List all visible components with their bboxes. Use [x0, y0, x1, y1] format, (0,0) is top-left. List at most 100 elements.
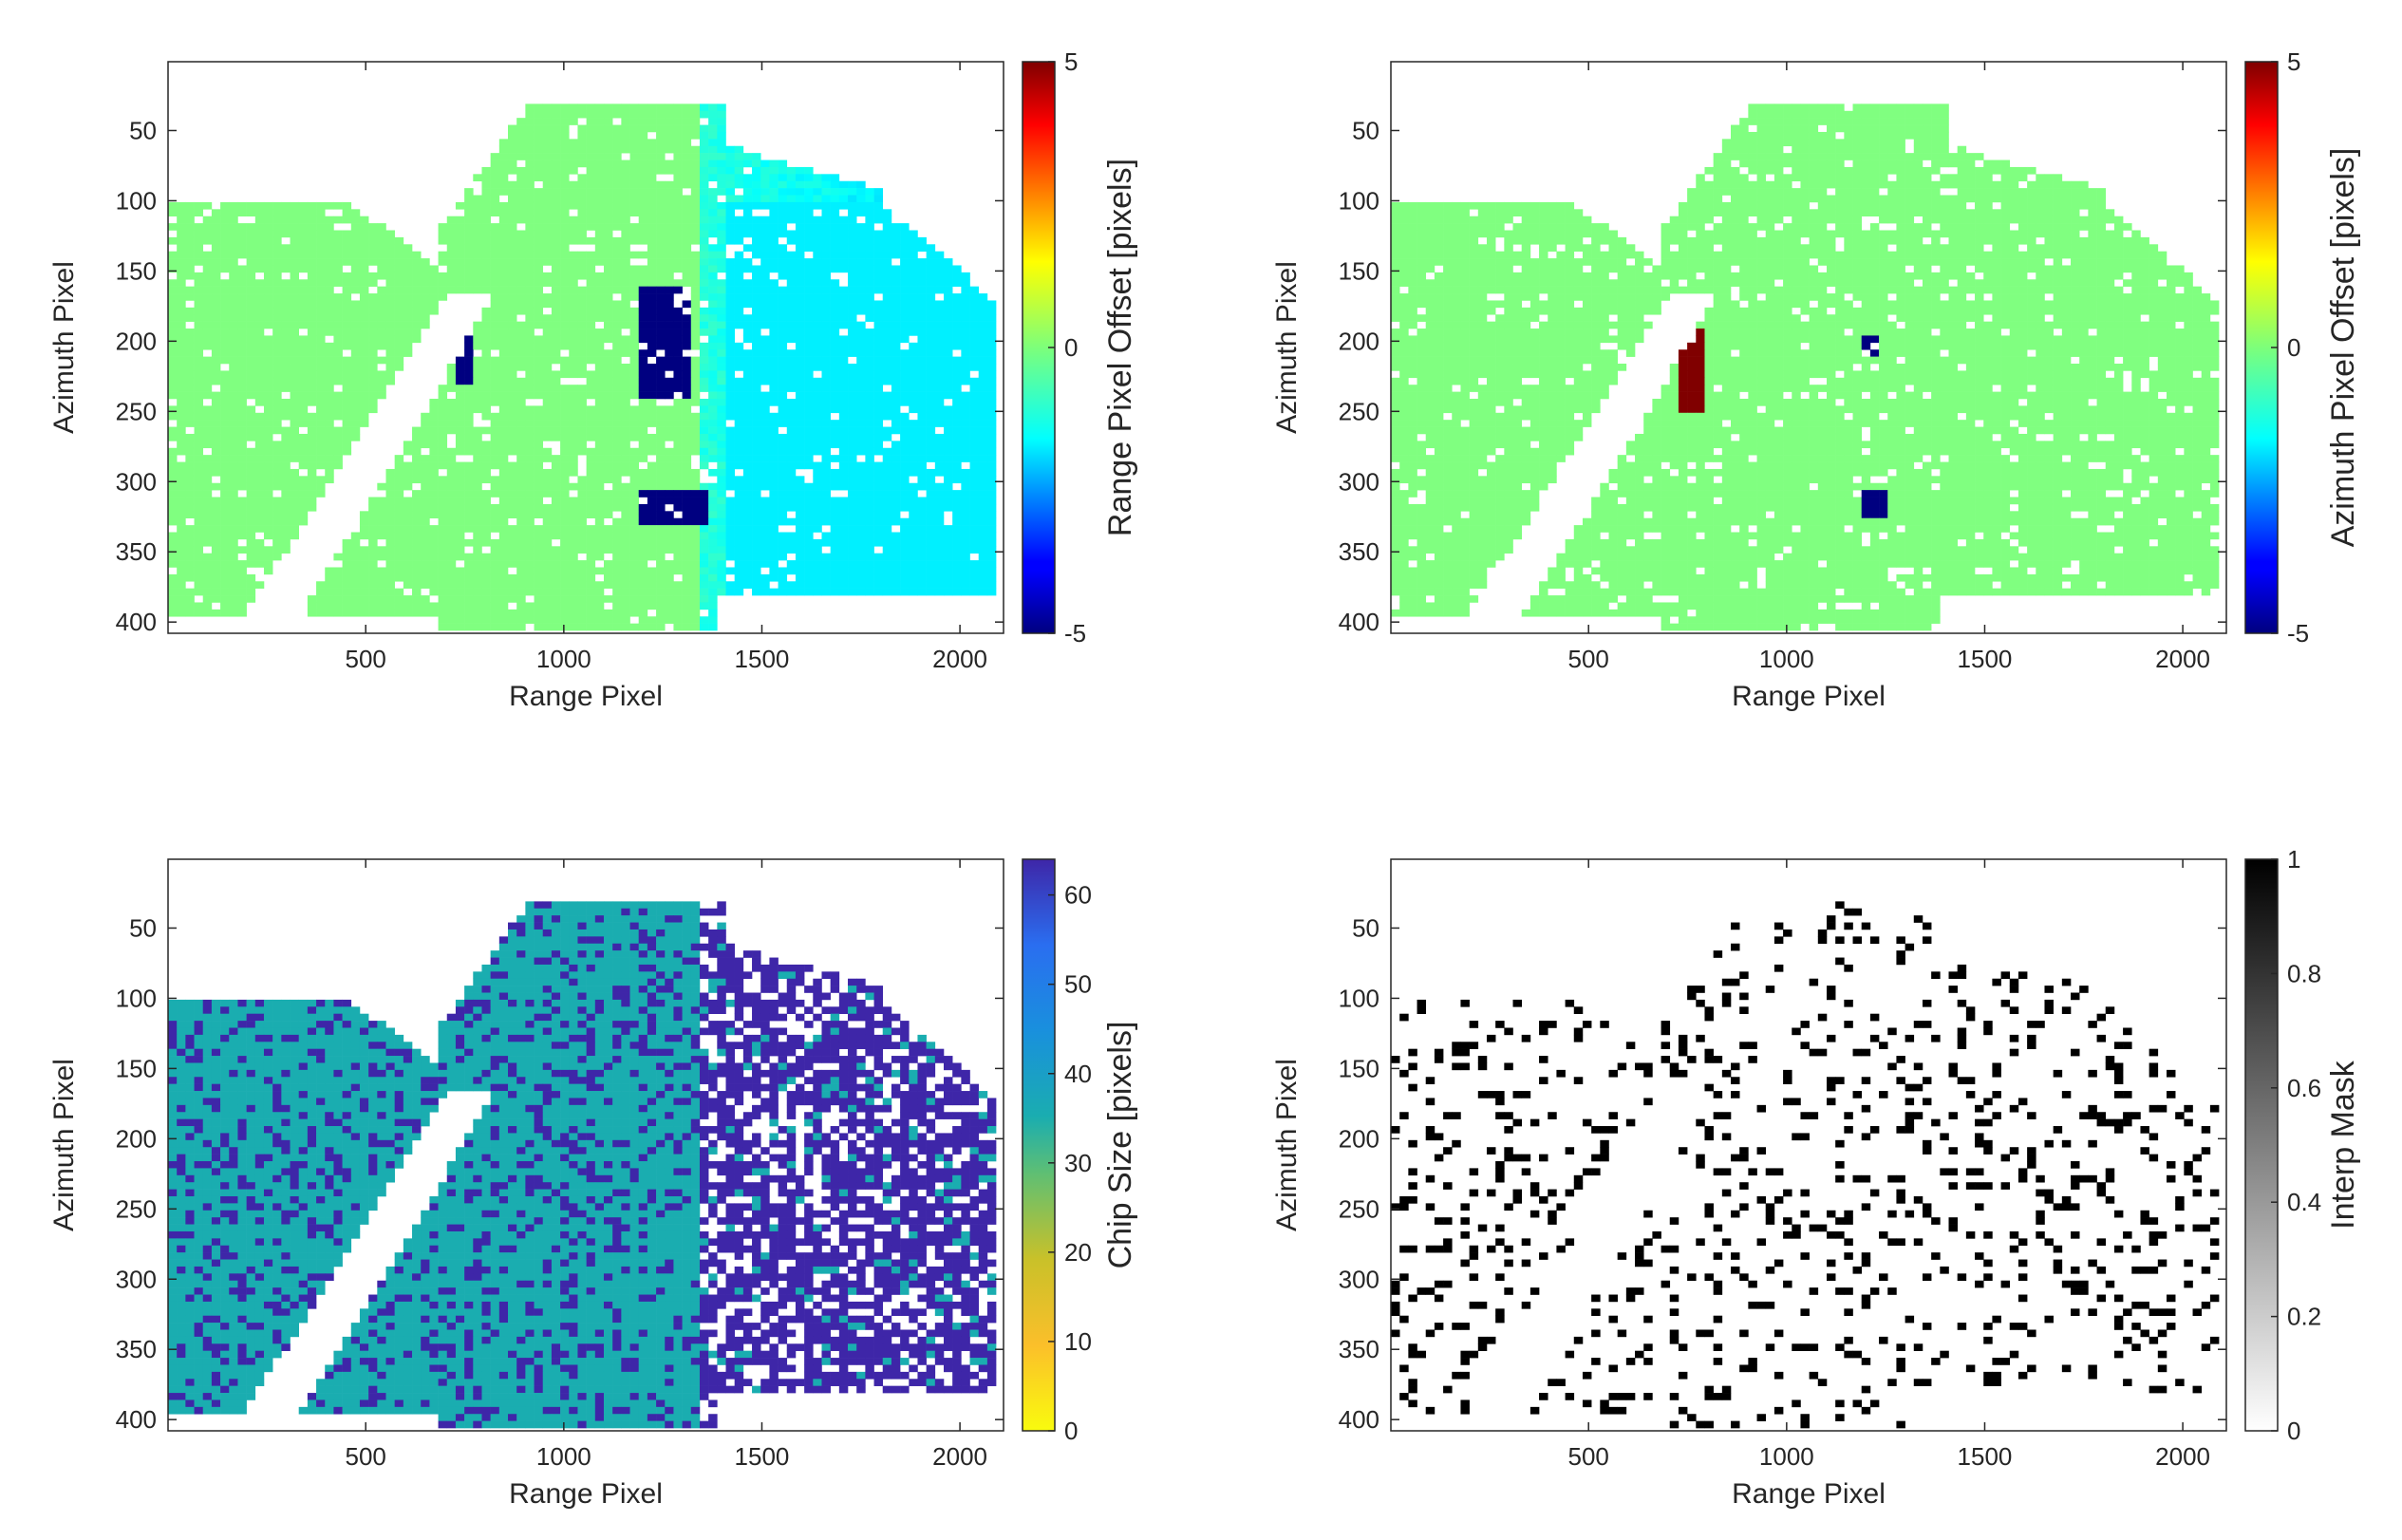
heatmap-cell — [350, 364, 361, 371]
heatmap-cell — [254, 314, 265, 322]
heatmap-cell — [185, 468, 195, 477]
heatmap-cell — [612, 391, 622, 400]
heatmap-cell — [316, 377, 326, 385]
heatmap-cell — [220, 426, 230, 435]
heatmap-cell — [168, 279, 178, 287]
heatmap-cell — [734, 503, 744, 512]
heatmap-cell — [403, 511, 413, 519]
heatmap-cell — [177, 482, 186, 491]
heatmap-cell — [350, 230, 361, 238]
heatmap-cell — [603, 286, 613, 294]
heatmap-cell — [813, 412, 822, 421]
heatmap-cell — [281, 377, 291, 385]
heatmap-cell — [551, 567, 561, 575]
heatmap-cell — [577, 188, 587, 196]
heatmap-cell — [682, 314, 692, 322]
heatmap-cell — [446, 279, 457, 287]
heatmap-cell — [629, 251, 640, 259]
heatmap-cell — [986, 461, 997, 470]
heatmap-cell — [647, 145, 657, 154]
heatmap-cell — [690, 364, 701, 371]
heatmap-cell — [742, 405, 753, 414]
heatmap-cell — [368, 314, 378, 322]
heatmap-cell — [961, 420, 970, 427]
heatmap-cell — [185, 441, 195, 449]
heatmap-cell — [656, 160, 666, 168]
heatmap-cell — [821, 265, 831, 273]
heatmap-cell — [804, 581, 814, 589]
heatmap-cell — [656, 209, 666, 217]
heatmap-cell — [647, 525, 657, 533]
heatmap-cell — [943, 546, 953, 554]
heatmap-cell — [786, 364, 797, 371]
heatmap-cell — [525, 139, 535, 147]
heatmap-cell — [281, 349, 291, 357]
heatmap-cell — [699, 160, 709, 168]
heatmap-cell — [873, 426, 884, 435]
heatmap-cell — [969, 356, 980, 365]
heatmap-cell — [734, 356, 744, 365]
heatmap-cell — [394, 265, 404, 273]
heatmap-cell — [464, 349, 474, 357]
heatmap-cell — [708, 356, 718, 365]
heatmap-cell — [682, 244, 692, 252]
heatmap-cell — [594, 201, 605, 210]
heatmap-cell — [725, 272, 735, 280]
heatmap-cell — [281, 314, 291, 322]
heatmap-cell — [917, 441, 927, 449]
heatmap-cell — [934, 329, 945, 336]
heatmap-cell — [516, 272, 526, 280]
heatmap-cell — [229, 538, 238, 547]
heatmap-cell — [377, 573, 386, 582]
heatmap-cell — [830, 517, 840, 526]
heatmap-cell — [752, 370, 761, 379]
heatmap-cell — [665, 412, 674, 421]
heatmap-cell — [455, 385, 465, 392]
heatmap-cell — [882, 349, 892, 357]
heatmap-cell — [237, 377, 247, 385]
heatmap-cell — [769, 209, 779, 217]
heatmap-cell — [760, 244, 770, 252]
heatmap-cell — [342, 370, 352, 379]
heatmap-cell — [202, 377, 213, 385]
heatmap-cell — [438, 490, 448, 498]
heatmap-cell — [254, 490, 265, 498]
heatmap-cell — [534, 370, 544, 379]
heatmap-cell — [168, 553, 178, 561]
heatmap-cell — [560, 447, 570, 456]
heatmap-cell — [665, 364, 674, 371]
heatmap-cell — [516, 364, 526, 371]
heatmap-cell — [717, 391, 726, 400]
heatmap-cell — [281, 490, 291, 498]
heatmap-cell — [560, 160, 570, 168]
heatmap-cell — [656, 321, 666, 329]
heatmap-cell — [237, 455, 247, 462]
heatmap-cell — [821, 286, 831, 294]
heatmap-cell — [281, 364, 291, 371]
heatmap-cell — [760, 525, 770, 533]
heatmap-cell — [394, 538, 404, 547]
heatmap-cell — [316, 265, 326, 273]
heatmap-cell — [603, 441, 613, 449]
heatmap-cell — [481, 412, 491, 421]
heatmap-cell — [838, 581, 849, 589]
heatmap-cell — [254, 307, 265, 315]
heatmap-cell — [603, 385, 613, 392]
heatmap-cell — [760, 307, 770, 315]
heatmap-cell — [830, 405, 840, 414]
heatmap-cell — [612, 546, 622, 554]
heatmap-cell — [900, 377, 910, 385]
heatmap-cell — [342, 560, 352, 568]
heatmap-cell — [647, 391, 657, 400]
heatmap-cell — [490, 567, 500, 575]
heatmap-cell — [569, 307, 578, 315]
heatmap-cell — [263, 370, 273, 379]
heatmap-cell — [202, 329, 213, 336]
heatmap-cell — [498, 160, 509, 168]
heatmap-cell — [272, 370, 282, 379]
heatmap-cell — [254, 433, 265, 441]
heatmap-cell — [473, 476, 482, 484]
heatmap-cell — [612, 426, 622, 435]
heatmap-cell — [316, 412, 326, 421]
heatmap-cell — [498, 553, 509, 561]
